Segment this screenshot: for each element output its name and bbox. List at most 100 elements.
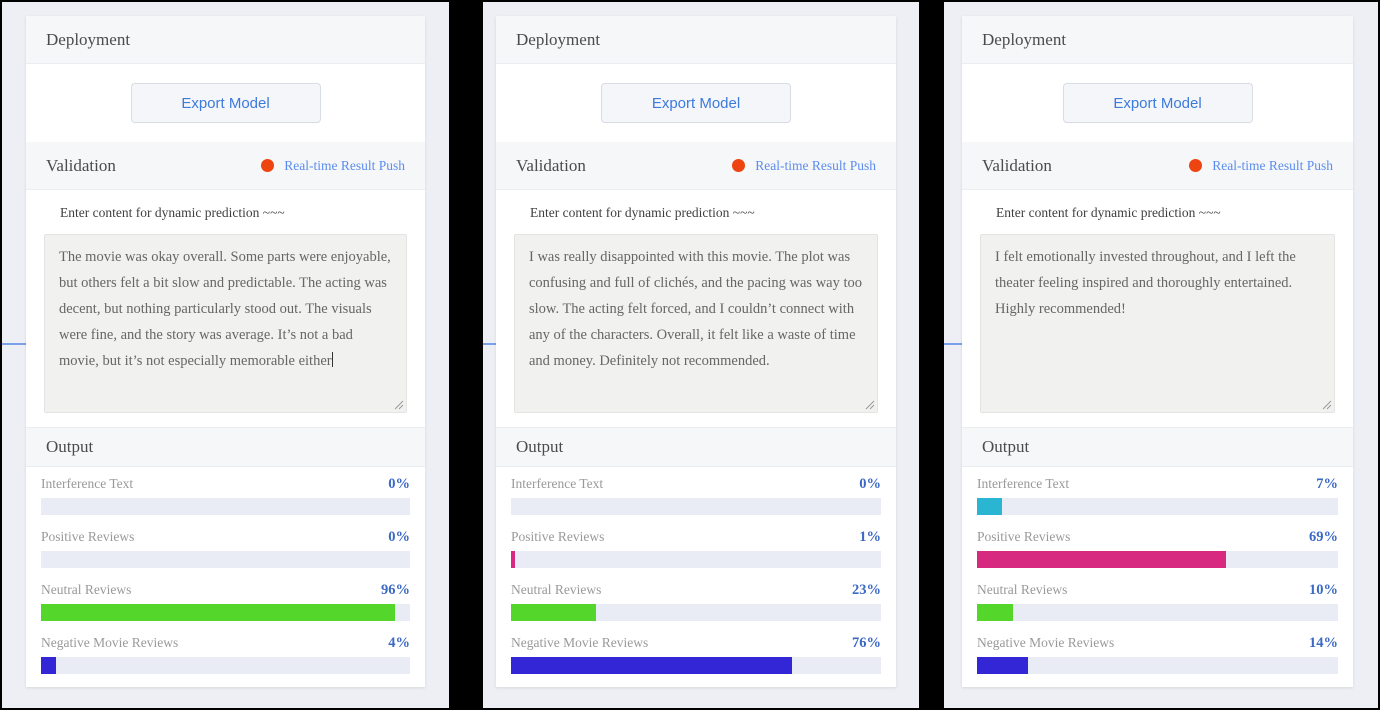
panel-negative-review: Deployment Export Model Validation Real-… [483, 2, 919, 708]
status-dot-icon [1189, 159, 1203, 172]
output-row: Neutral Reviews 96% [41, 579, 410, 621]
panel-positive-review: Deployment Export Model Validation Real-… [944, 2, 1378, 708]
category-label: Neutral Reviews [511, 582, 602, 597]
category-label: Neutral Reviews [977, 582, 1068, 597]
validation-title: Validation [46, 155, 116, 175]
output-header: Output [496, 427, 896, 467]
output-row: Neutral Reviews 10% [977, 579, 1338, 621]
probability-bar-fill [41, 657, 56, 674]
category-percent: 69% [1309, 528, 1338, 545]
category-label: Negative Movie Reviews [511, 635, 649, 650]
realtime-push-control[interactable]: Real-time Result Push [732, 158, 876, 174]
category-label: Positive Reviews [41, 529, 135, 544]
validation-body: Enter content for dynamic prediction ~~~… [496, 190, 896, 427]
category-label: Interference Text [41, 476, 134, 491]
probability-bar-fill [977, 551, 1227, 568]
category-percent: 0% [388, 528, 410, 545]
probability-bar-fill [977, 657, 1028, 674]
realtime-push-control[interactable]: Real-time Result Push [1189, 158, 1333, 174]
export-model-button[interactable]: Export Model [1062, 83, 1253, 123]
model-card: Deployment Export Model Validation Real-… [962, 16, 1353, 687]
output-row: Negative Movie Reviews 14% [977, 632, 1338, 674]
status-dot-icon [261, 159, 275, 172]
output-row: Positive Reviews 69% [977, 526, 1338, 568]
realtime-push-label: Real-time Result Push [1212, 157, 1333, 173]
category-percent: 10% [1309, 581, 1338, 598]
probability-bar-track [977, 498, 1338, 515]
category-percent: 14% [1309, 634, 1338, 651]
panel-neutral-review: Deployment Export Model Validation Real-… [2, 2, 449, 708]
category-label: Interference Text [511, 476, 604, 491]
output-row: Neutral Reviews 23% [511, 579, 881, 621]
output-header: Output [26, 427, 425, 467]
realtime-push-control[interactable]: Real-time Result Push [261, 158, 405, 174]
probability-bar-track [511, 551, 881, 568]
output-row: Interference Text 0% [511, 473, 881, 515]
review-text-input[interactable]: The movie was okay overall. Some parts w… [44, 234, 407, 413]
category-percent: 0% [859, 475, 881, 492]
output-rows: Interference Text 7% Positive Reviews 69… [962, 467, 1353, 674]
output-title: Output [516, 437, 564, 456]
category-label: Interference Text [977, 476, 1070, 491]
resize-handle-icon[interactable] [1322, 400, 1332, 410]
probability-bar-track [41, 498, 410, 515]
deployment-title: Deployment [516, 29, 601, 49]
prediction-input-hint: Enter content for dynamic prediction ~~~ [530, 205, 755, 220]
probability-bar-fill [511, 604, 597, 621]
validation-title: Validation [982, 155, 1052, 175]
probability-bar-track [41, 551, 410, 568]
review-text-input[interactable]: I was really disappointed with this movi… [514, 234, 878, 413]
probability-bar-track [511, 498, 881, 515]
left-edge-tick [483, 343, 496, 345]
probability-bar-fill [41, 604, 396, 621]
realtime-push-label: Real-time Result Push [755, 157, 876, 173]
export-model-button[interactable]: Export Model [130, 83, 321, 123]
probability-bar-fill [977, 604, 1014, 621]
status-dot-icon [732, 159, 746, 172]
deployment-header: Deployment [962, 16, 1353, 64]
export-section: Export Model [962, 64, 1353, 142]
probability-bar-track [511, 604, 881, 621]
output-header: Output [962, 427, 1353, 467]
model-card: Deployment Export Model Validation Real-… [496, 16, 896, 687]
probability-bar-track [41, 604, 410, 621]
probability-bar-fill [511, 551, 515, 568]
probability-bar-track [511, 657, 881, 674]
output-row: Negative Movie Reviews 76% [511, 632, 881, 674]
output-title: Output [46, 437, 94, 456]
validation-header: Validation Real-time Result Push [496, 142, 896, 190]
category-percent: 7% [1316, 475, 1338, 492]
output-rows: Interference Text 0% Positive Reviews 1% [496, 467, 896, 674]
probability-bar-fill [511, 657, 793, 674]
review-text-input[interactable]: I felt emotionally invested throughout, … [980, 234, 1335, 413]
category-percent: 23% [852, 581, 881, 598]
deployment-title: Deployment [982, 29, 1067, 49]
validation-header: Validation Real-time Result Push [26, 142, 425, 190]
export-model-button[interactable]: Export Model [601, 83, 791, 123]
resize-handle-icon[interactable] [394, 400, 404, 410]
category-label: Positive Reviews [977, 529, 1071, 544]
category-label: Negative Movie Reviews [977, 635, 1115, 650]
deployment-title: Deployment [46, 29, 131, 49]
resize-handle-icon[interactable] [865, 400, 875, 410]
review-text: The movie was okay overall. Some parts w… [59, 249, 391, 369]
review-text: I was really disappointed with this movi… [529, 249, 863, 369]
model-card: Deployment Export Model Validation Real-… [26, 16, 425, 687]
validation-header: Validation Real-time Result Push [962, 142, 1353, 190]
left-edge-tick [944, 343, 962, 345]
probability-bar-track [977, 604, 1338, 621]
category-percent: 96% [381, 581, 410, 598]
output-row: Interference Text 0% [41, 473, 410, 515]
category-percent: 4% [388, 634, 410, 651]
export-section: Export Model [26, 64, 425, 142]
output-row: Interference Text 7% [977, 473, 1338, 515]
validation-title: Validation [516, 155, 586, 175]
realtime-push-label: Real-time Result Push [284, 157, 405, 173]
review-text: I felt emotionally invested throughout, … [995, 249, 1296, 317]
probability-bar-track [977, 551, 1338, 568]
text-cursor [331, 352, 333, 367]
category-label: Positive Reviews [511, 529, 605, 544]
validation-body: Enter content for dynamic prediction ~~~… [26, 190, 425, 427]
output-title: Output [982, 437, 1030, 456]
